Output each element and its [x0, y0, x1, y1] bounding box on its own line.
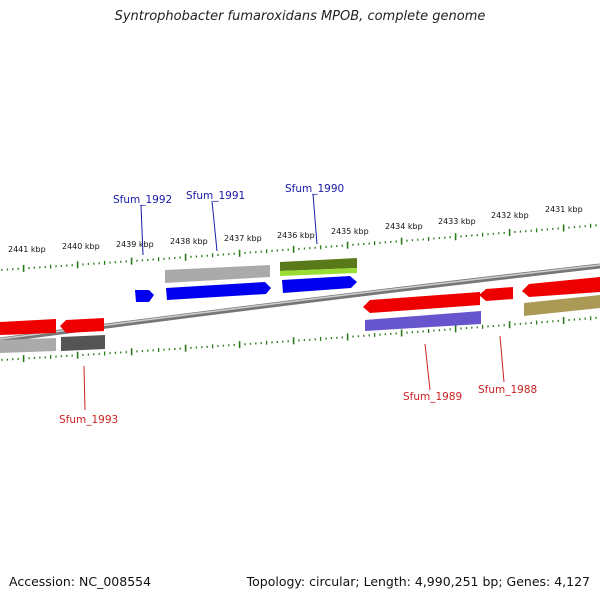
kbp-label: 2437 kbp — [224, 234, 262, 243]
gene-feature-grey-upper[interactable] — [165, 265, 270, 283]
reverse-ruler — [1, 316, 597, 363]
gene-label-sfum-1990[interactable]: Sfum_1990 — [285, 183, 344, 195]
gene-sfum-1991-arrow[interactable] — [166, 282, 271, 300]
kbp-label: 2431 kbp — [545, 205, 583, 214]
gene-feature-olive-upper[interactable] — [280, 258, 357, 271]
topology-text: Topology: circular; Length: 4,990,251 bp… — [246, 574, 590, 589]
label-line-sfum-1991 — [211, 200, 218, 252]
gene-label-sfum-1993[interactable]: Sfum_1993 — [59, 414, 118, 426]
gene-label-sfum-1992[interactable]: Sfum_1992 — [113, 194, 172, 206]
kbp-label: 2432 kbp — [491, 211, 529, 220]
label-line-sfum-1993 — [83, 365, 86, 411]
label-line-sfum-1992 — [140, 204, 144, 256]
label-line-sfum-1990 — [312, 193, 318, 245]
gene-sfum-1988-arrow[interactable] — [479, 287, 513, 301]
gene-label-sfum-1991[interactable]: Sfum_1991 — [186, 190, 245, 202]
gene-feature-red-small-left[interactable] — [60, 318, 104, 333]
kbp-label: 2434 kbp — [385, 222, 423, 231]
kbp-label: 2440 kbp — [62, 242, 100, 251]
kbp-label: 2433 kbp — [438, 217, 476, 226]
gene-label-sfum-1989[interactable]: Sfum_1989 — [403, 391, 462, 403]
map-title: Syntrophobacter fumaroxidans MPOB, compl… — [114, 9, 486, 24]
gene-feature-khaki-right[interactable] — [524, 295, 600, 316]
label-line-sfum-1988 — [499, 335, 505, 383]
kbp-label: 2439 kbp — [116, 240, 154, 249]
gene-feature-lime-upper[interactable] — [280, 268, 357, 276]
gene-label-sfum-1988[interactable]: Sfum_1988 — [478, 384, 537, 396]
kbp-label: 2436 kbp — [277, 231, 315, 240]
gene-feature-darkgrey-lower[interactable] — [61, 335, 105, 351]
forward-ruler — [1, 223, 597, 272]
label-line-sfum-1989 — [424, 343, 431, 391]
gene-sfum-1990-arrow[interactable] — [282, 276, 357, 293]
gene-sfum-1992-arrow[interactable] — [135, 290, 154, 302]
gene-feature-red-right[interactable] — [522, 277, 600, 297]
kbp-label: 2438 kbp — [170, 237, 208, 246]
gene-feature-grey-lower[interactable] — [0, 338, 56, 353]
gene-feature-purple-lower[interactable] — [365, 311, 481, 331]
gene-sfum-1993-arrow[interactable] — [0, 319, 56, 335]
kbp-label: 2441 kbp — [8, 245, 46, 254]
accession-text: Accession: NC_008554 — [9, 574, 152, 589]
kbp-label: 2435 kbp — [331, 227, 369, 236]
gene-sfum-1989-arrow[interactable] — [363, 292, 480, 313]
